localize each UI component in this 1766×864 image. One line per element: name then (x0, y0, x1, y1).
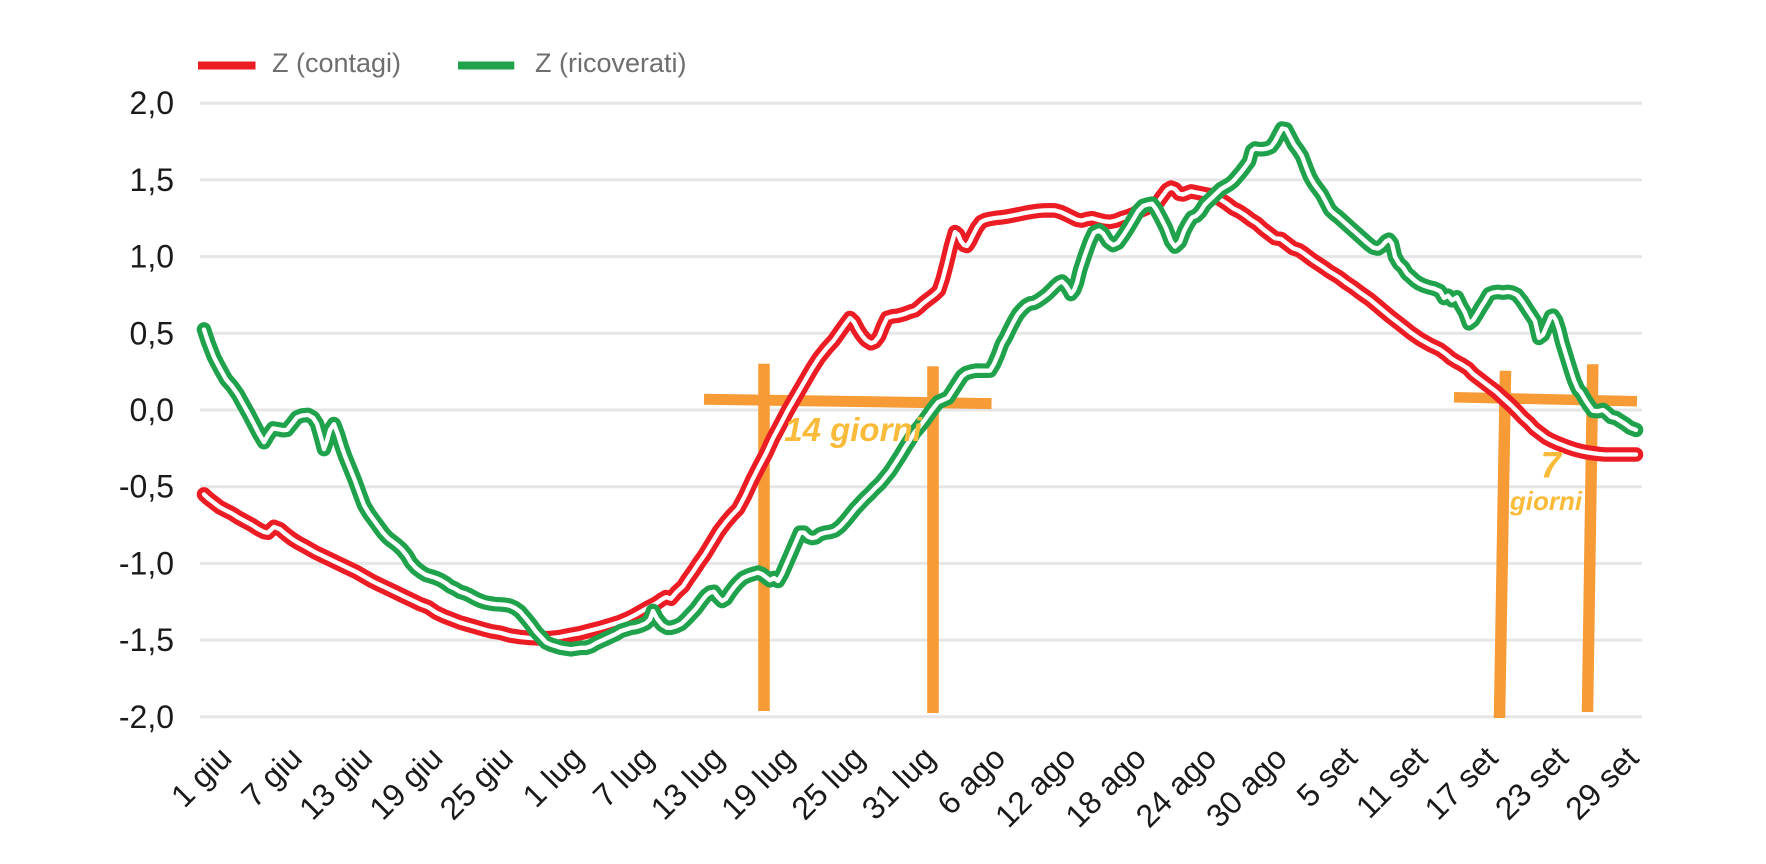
svg-text:1 lug: 1 lug (516, 739, 591, 814)
svg-text:29 set: 29 set (1558, 739, 1645, 826)
svg-text:23 set: 23 set (1488, 739, 1575, 826)
svg-text:1,5: 1,5 (130, 162, 174, 198)
svg-text:30 ago: 30 ago (1199, 739, 1294, 834)
svg-text:2,0: 2,0 (130, 85, 174, 121)
svg-text:Z (ricoverati): Z (ricoverati) (535, 48, 687, 78)
svg-text:19 lug: 19 lug (714, 739, 801, 826)
svg-text:1,0: 1,0 (130, 239, 174, 275)
svg-text:-1,5: -1,5 (119, 622, 174, 658)
svg-text:giorni: giorni (1509, 486, 1583, 516)
svg-text:13 giu: 13 giu (292, 739, 379, 826)
svg-text:14 giorni: 14 giorni (784, 411, 922, 448)
svg-text:19 giu: 19 giu (362, 739, 449, 826)
svg-text:1 giu: 1 giu (164, 739, 239, 814)
svg-text:31 lug: 31 lug (855, 739, 942, 826)
svg-text:-2,0: -2,0 (119, 699, 174, 735)
svg-text:-1,0: -1,0 (119, 545, 174, 581)
svg-text:0,0: 0,0 (130, 392, 174, 428)
svg-text:25 giu: 25 giu (433, 739, 520, 826)
svg-text:Z (contagi): Z (contagi) (272, 48, 401, 78)
svg-text:13 lug: 13 lug (644, 739, 731, 826)
svg-text:0,5: 0,5 (130, 315, 174, 351)
svg-text:-0,5: -0,5 (119, 469, 174, 505)
svg-text:11 set: 11 set (1349, 739, 1434, 824)
svg-text:25 lug: 25 lug (784, 739, 871, 826)
svg-text:17 set: 17 set (1418, 739, 1505, 826)
svg-text:7: 7 (1541, 444, 1564, 485)
